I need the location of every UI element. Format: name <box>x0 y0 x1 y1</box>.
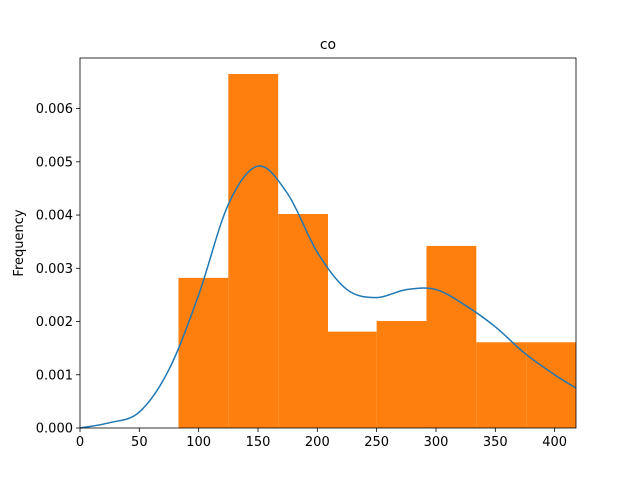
histogram-bar-7 <box>476 342 527 428</box>
y-axis: 0.000 0.001 0.002 0.003 0.004 0.005 0.006 <box>36 102 80 437</box>
histogram-bar-8 <box>526 342 576 428</box>
histogram-bar-5 <box>376 320 427 428</box>
chart-title: co <box>320 37 336 53</box>
histogram-bar-6 <box>426 245 477 428</box>
y-tick-label: 0.000 <box>36 422 73 437</box>
x-tick-label: 100 <box>186 435 211 450</box>
x-tick-label: 350 <box>483 435 508 450</box>
histogram-bar-3 <box>278 213 328 428</box>
histogram-bars <box>178 73 576 428</box>
plot-frame <box>79 57 577 429</box>
x-tick-label: 250 <box>364 435 389 450</box>
x-tick-label: 300 <box>424 435 449 450</box>
y-tick-label: 0.001 <box>36 368 73 383</box>
histogram-bar-1 <box>178 277 229 428</box>
x-axis: 0 50 100 150 200 250 300 350 400 <box>76 428 567 450</box>
histogram-bar-2 <box>228 73 279 428</box>
x-tick-label: 0 <box>76 435 84 450</box>
x-tick-label: 200 <box>305 435 330 450</box>
x-tick-label: 400 <box>542 435 567 450</box>
y-tick-label: 0.005 <box>36 155 73 170</box>
x-tick-label: 150 <box>246 435 271 450</box>
kde-curve <box>79 165 577 429</box>
y-tick-label: 0.004 <box>36 209 73 224</box>
y-tick-label: 0.003 <box>36 262 73 277</box>
y-tick-label: 0.006 <box>36 102 73 117</box>
y-axis-label: Frequency <box>12 209 27 276</box>
x-tick-label: 50 <box>131 435 148 450</box>
y-tick-label: 0.002 <box>36 315 73 330</box>
histogram-bar-4 <box>328 331 377 428</box>
